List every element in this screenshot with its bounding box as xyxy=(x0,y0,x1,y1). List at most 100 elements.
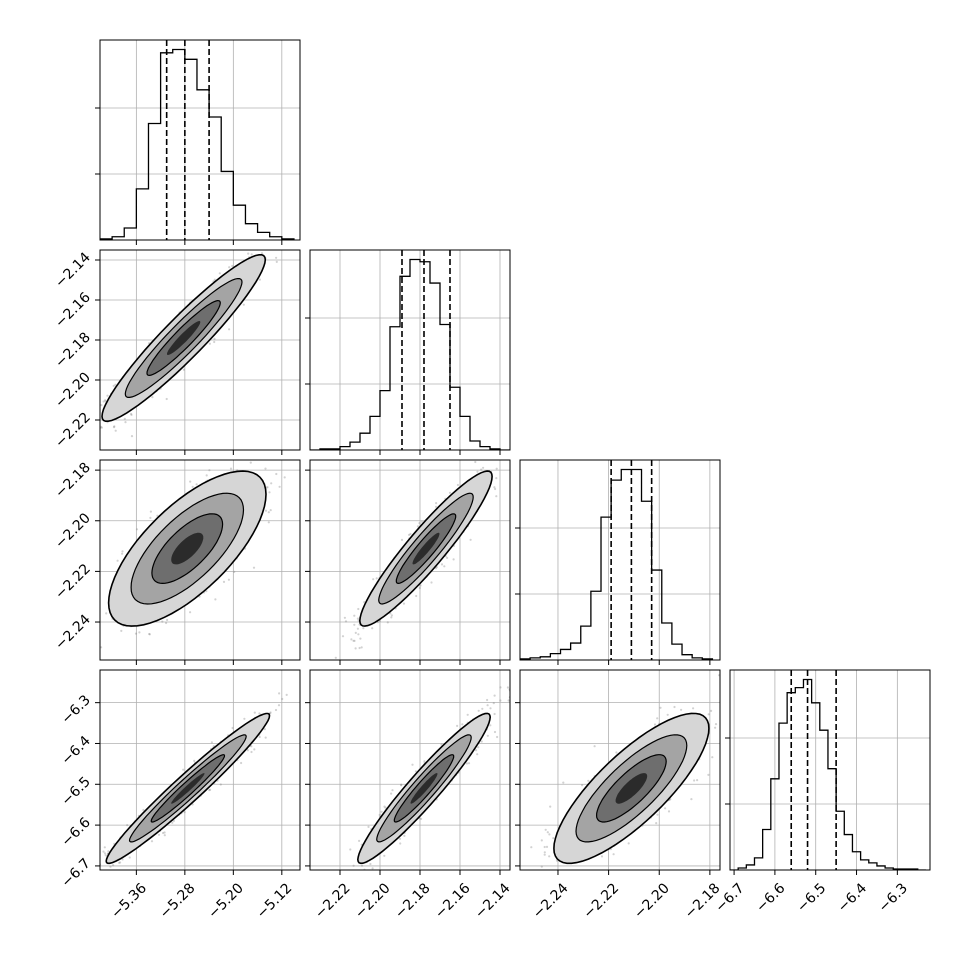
panel-frame xyxy=(309,459,511,661)
sample-point xyxy=(247,252,250,255)
sample-point xyxy=(149,510,152,513)
sample-point xyxy=(275,260,278,263)
sample-point xyxy=(440,563,444,566)
sample-point xyxy=(495,495,498,498)
x-tick-label: −2.14 xyxy=(472,880,514,922)
sample-point xyxy=(130,412,133,415)
sample-point xyxy=(443,565,446,568)
sample-point xyxy=(80,880,82,882)
sample-point xyxy=(285,693,288,697)
sample-point xyxy=(264,467,267,470)
sample-point xyxy=(456,724,459,728)
sample-point xyxy=(352,864,355,867)
sample-point xyxy=(466,713,469,716)
sample-point xyxy=(124,421,127,424)
sample-point xyxy=(252,566,256,569)
density-contour xyxy=(167,321,201,355)
sample-point xyxy=(666,713,669,716)
sample-point xyxy=(418,522,421,525)
histogram-step-line xyxy=(100,48,295,240)
x-tick-label: −6.3 xyxy=(876,880,911,915)
sample-point xyxy=(89,653,91,655)
sample-point xyxy=(360,864,364,867)
sample-point xyxy=(383,854,386,857)
sample-point xyxy=(213,337,216,340)
sample-point xyxy=(493,486,496,489)
sample-point xyxy=(696,779,699,782)
sample-point xyxy=(659,706,662,709)
histogram-step-line xyxy=(310,258,510,450)
sample-point xyxy=(710,709,713,713)
sample-point xyxy=(151,396,154,399)
sample-point xyxy=(208,342,211,345)
sample-point xyxy=(130,413,133,416)
sample-point xyxy=(680,708,683,711)
sample-point xyxy=(195,483,198,486)
y-tick-label: −6.3 xyxy=(58,692,93,727)
sample-point xyxy=(667,810,671,813)
sample-point xyxy=(161,620,164,623)
sample-point xyxy=(116,559,119,562)
sample-point xyxy=(227,578,230,581)
sample-point xyxy=(420,520,423,523)
sample-point xyxy=(351,873,353,875)
panel-frame xyxy=(729,669,931,871)
panel-frame xyxy=(99,249,301,451)
sample-point xyxy=(390,616,393,619)
sample-point xyxy=(48,461,50,463)
sample-point xyxy=(440,743,443,746)
sample-point xyxy=(354,647,357,650)
sample-point xyxy=(114,383,117,386)
panel-frame xyxy=(99,39,301,241)
x-tick-label: −5.12 xyxy=(254,880,296,922)
sample-point xyxy=(383,805,386,808)
sample-point xyxy=(461,723,464,726)
sample-point xyxy=(593,745,596,748)
sample-point xyxy=(714,726,717,729)
x-tick-label: −2.24 xyxy=(530,880,572,922)
sample-point xyxy=(183,811,186,814)
sample-point xyxy=(94,867,96,869)
sample-point xyxy=(371,867,374,870)
sample-point xyxy=(673,705,676,709)
y-tick-label: −6.4 xyxy=(58,733,93,768)
sample-point xyxy=(482,466,485,469)
sample-point xyxy=(112,864,115,867)
sample-point xyxy=(258,712,261,715)
sample-point xyxy=(248,454,250,456)
sample-point xyxy=(493,712,496,716)
sample-point xyxy=(264,736,267,739)
sample-point xyxy=(499,686,502,689)
sample-point xyxy=(274,708,278,712)
sample-point xyxy=(182,768,185,771)
sample-point xyxy=(163,831,166,834)
sample-point xyxy=(476,753,479,756)
sample-point xyxy=(121,550,124,553)
sample-point xyxy=(209,788,212,791)
sample-point xyxy=(467,762,471,765)
sample-point xyxy=(544,828,547,831)
sample-point xyxy=(213,278,216,281)
panel-frame xyxy=(99,459,301,661)
sample-point xyxy=(418,586,421,590)
sample-point xyxy=(103,852,107,855)
sample-point xyxy=(281,697,284,701)
sample-point xyxy=(121,858,124,861)
sample-point xyxy=(228,328,231,331)
sample-point xyxy=(165,397,168,401)
sample-point xyxy=(269,711,272,714)
sample-point xyxy=(264,509,268,512)
sample-point xyxy=(231,726,234,730)
sample-point xyxy=(411,763,414,766)
x-tick-label: −2.16 xyxy=(432,880,474,922)
sample-point xyxy=(121,552,124,555)
sample-point xyxy=(150,840,154,843)
sample-point xyxy=(655,822,658,825)
sample-point xyxy=(96,872,98,874)
sample-point xyxy=(269,509,272,512)
sample-point xyxy=(222,580,226,584)
sample-point xyxy=(707,713,710,716)
sample-point xyxy=(494,487,497,491)
histogram-panel-1 xyxy=(305,249,511,455)
sample-point xyxy=(350,638,353,641)
